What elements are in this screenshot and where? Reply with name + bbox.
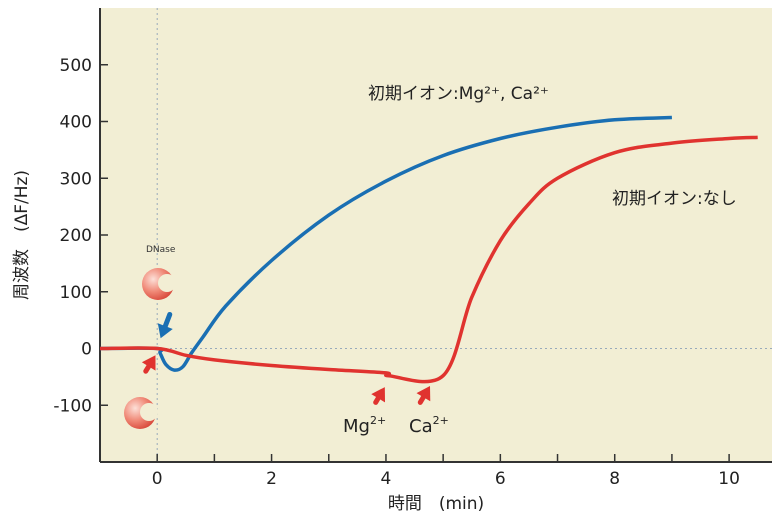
y-tick-label: 300 (60, 169, 92, 189)
y-tick-label: 500 (60, 56, 92, 76)
x-tick-label: 10 (718, 469, 740, 489)
y-tick-label: -100 (53, 396, 92, 416)
mg-label-main: Mg (343, 416, 370, 437)
ca-arrow-icon-shaft (417, 394, 426, 405)
enzyme-icon-notch (140, 403, 158, 421)
x-tick-label: 6 (495, 469, 506, 489)
mg-arrow-icon-head (371, 387, 386, 403)
x-tick-label: 2 (266, 469, 277, 489)
series-label-with-ions: 初期イオン:Mg²⁺, Ca²⁺ (368, 84, 549, 104)
enzyme-icon (142, 268, 176, 300)
mg-arrow-label: Mg2+ (343, 414, 386, 437)
x-tick-label: 8 (609, 469, 620, 489)
dnase-arrow-icon-head (141, 355, 156, 371)
ca-arrow-label: Ca2+ (409, 414, 449, 437)
mg-label-superscript: 2+ (370, 414, 386, 427)
ion-arrow-icon (157, 311, 173, 339)
ion-arrow-icon-head (157, 323, 173, 339)
ca-label-superscript: 2+ (433, 414, 449, 427)
ticks: -100 0 100 200 300 400 500 0 2 4 6 8 10 (53, 56, 740, 489)
dnase-label: DNase (146, 245, 176, 255)
ca-arrow-icon-head (416, 385, 431, 402)
ion-arrow-icon-shaft (162, 311, 173, 329)
mg-arrow-icon (371, 387, 386, 405)
y-tick-label: 100 (60, 283, 92, 303)
y-tick-label: 400 (60, 113, 92, 133)
series-line-without-ions (99, 135, 758, 384)
mg-arrow-icon-shaft (373, 395, 381, 405)
y-tick-label: 0 (81, 340, 92, 360)
enzyme-icon-notch (158, 274, 176, 292)
x-tick-label: 4 (381, 469, 392, 489)
ca-label-main: Ca (409, 416, 433, 437)
ca-arrow-icon (416, 385, 431, 405)
dnase-arrow-icon-shaft (143, 363, 152, 374)
plot-area (100, 8, 772, 462)
series-label-without-ions: 初期イオン:なし (612, 189, 737, 209)
enzyme-icon (124, 397, 158, 429)
markers (124, 268, 431, 429)
series-layer (99, 115, 758, 384)
x-axis-title: 時間 (min) (388, 494, 484, 514)
series-line-with-ions (99, 115, 672, 372)
y-axis-title: 周波数 (ΔF/Hz) (12, 170, 32, 300)
x-tick-label: 0 (152, 469, 163, 489)
y-tick-label: 200 (60, 226, 92, 246)
dnase-arrow-icon (141, 355, 156, 374)
